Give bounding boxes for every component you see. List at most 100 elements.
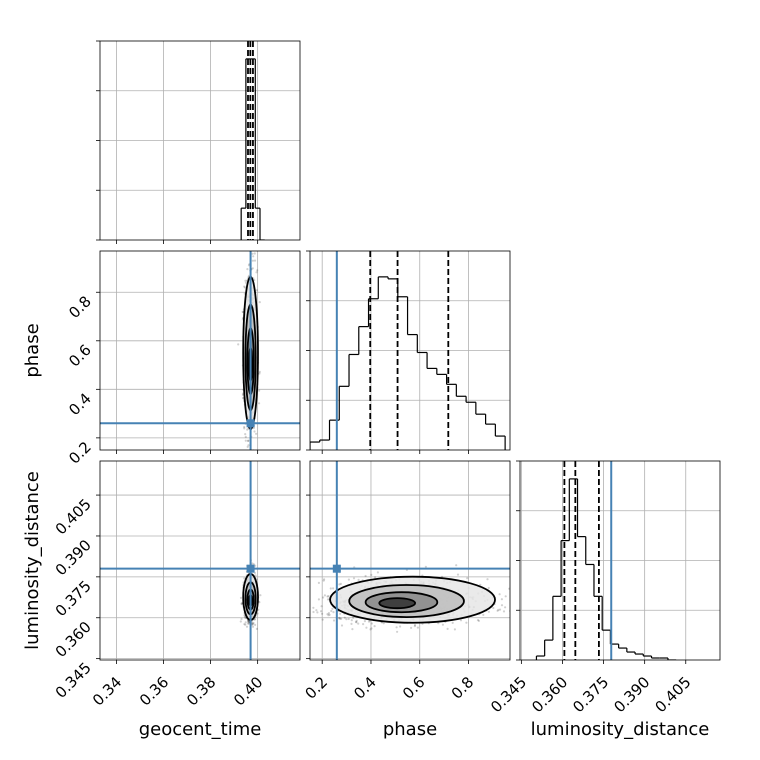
contour-line bbox=[348, 584, 465, 618]
sample-point bbox=[338, 616, 341, 619]
sample-point bbox=[331, 607, 334, 610]
sample-point bbox=[254, 461, 256, 463]
sample-point bbox=[247, 621, 250, 624]
y-axis-label: phase bbox=[22, 323, 43, 377]
sample-point bbox=[255, 627, 258, 631]
sample-point bbox=[340, 617, 343, 620]
sample-point bbox=[320, 610, 323, 613]
sample-point bbox=[328, 613, 331, 616]
hist-geocent-time-panel bbox=[96, 40, 301, 244]
sample-point bbox=[247, 620, 250, 623]
y-tick-label: 0.360 bbox=[52, 618, 95, 661]
sample-point bbox=[298, 592, 300, 594]
sample-point bbox=[251, 562, 254, 565]
sample-point bbox=[326, 598, 330, 601]
x-tick-label: 0.405 bbox=[651, 673, 694, 716]
sample-point bbox=[441, 623, 444, 626]
density-level bbox=[379, 598, 416, 609]
sample-point bbox=[282, 597, 284, 599]
sample-point bbox=[246, 268, 249, 271]
y-tick-label: 0.405 bbox=[52, 495, 95, 538]
sample-point bbox=[237, 343, 240, 346]
sample-point bbox=[253, 430, 256, 433]
sample-point bbox=[326, 613, 329, 616]
y-tick-label: 0.375 bbox=[52, 577, 95, 620]
sample-point bbox=[258, 389, 261, 392]
sample-point bbox=[317, 598, 320, 601]
x-tick-label: 0.2 bbox=[301, 673, 331, 703]
sample-point bbox=[498, 608, 502, 611]
histogram-bars bbox=[535, 461, 677, 660]
sample-point bbox=[465, 621, 468, 624]
sample-point bbox=[252, 621, 255, 625]
sample-point bbox=[382, 622, 385, 625]
sample-point bbox=[370, 627, 373, 630]
sample-point bbox=[332, 611, 335, 614]
sample-point bbox=[330, 609, 333, 613]
sample-point bbox=[437, 622, 440, 625]
sample-point bbox=[399, 625, 402, 628]
sample-point bbox=[251, 625, 255, 628]
truth-marker bbox=[332, 564, 341, 573]
sample-point bbox=[364, 574, 367, 578]
sample-point bbox=[258, 370, 261, 373]
sample-point bbox=[244, 439, 247, 442]
sample-point bbox=[258, 402, 261, 405]
sample-point bbox=[256, 612, 259, 615]
sample-point bbox=[482, 613, 485, 617]
sample-point bbox=[369, 628, 372, 631]
sample-point bbox=[252, 248, 254, 250]
sample-point bbox=[362, 623, 365, 626]
sample-point bbox=[513, 616, 515, 618]
sample-point bbox=[245, 625, 249, 628]
density-plot bbox=[100, 247, 300, 463]
sample-point bbox=[254, 564, 257, 567]
sample-point bbox=[321, 618, 324, 621]
sample-point bbox=[255, 432, 258, 435]
sample-point bbox=[498, 593, 501, 596]
sample-point bbox=[252, 247, 254, 249]
sample-point bbox=[327, 595, 330, 598]
sample-point bbox=[424, 565, 427, 568]
sample-point bbox=[497, 608, 500, 612]
scatter-geocent-time-phase-panel: 0.2 0.4 0.6 0.8 phase bbox=[22, 247, 301, 468]
sample-point bbox=[502, 610, 506, 613]
sample-point bbox=[363, 620, 366, 623]
sample-point bbox=[240, 617, 243, 621]
sample-point bbox=[251, 623, 254, 627]
sample-point bbox=[373, 625, 376, 628]
y-axis-label: luminosity_distance bbox=[22, 471, 43, 650]
sample-point bbox=[253, 252, 256, 255]
sample-point bbox=[246, 428, 249, 431]
sample-point bbox=[352, 577, 356, 580]
sample-point bbox=[247, 620, 251, 623]
sample-point bbox=[326, 595, 329, 598]
sample-point bbox=[243, 623, 246, 626]
sample-point bbox=[287, 600, 289, 602]
sample-point bbox=[322, 596, 325, 599]
sample-point bbox=[322, 579, 325, 582]
sample-point bbox=[416, 626, 419, 629]
sample-point bbox=[252, 457, 254, 459]
x-tick-label: 0.34 bbox=[89, 673, 125, 709]
sample-point bbox=[251, 259, 254, 262]
sample-point bbox=[345, 618, 348, 621]
sample-point bbox=[492, 606, 495, 610]
sample-point bbox=[529, 588, 531, 590]
sample-point bbox=[332, 619, 336, 622]
sample-point bbox=[347, 617, 350, 621]
sample-point bbox=[244, 281, 248, 284]
sample-point bbox=[459, 619, 463, 622]
sample-point bbox=[256, 269, 259, 272]
sample-point bbox=[352, 616, 355, 619]
sample-point bbox=[339, 582, 342, 586]
sample-point bbox=[466, 577, 469, 580]
sample-point bbox=[258, 372, 261, 375]
sample-point bbox=[239, 596, 243, 600]
sample-point bbox=[247, 264, 251, 267]
x-tick-label: 0.360 bbox=[528, 673, 571, 716]
y-tick-label: 0.2 bbox=[65, 438, 95, 468]
sample-point bbox=[252, 426, 255, 430]
